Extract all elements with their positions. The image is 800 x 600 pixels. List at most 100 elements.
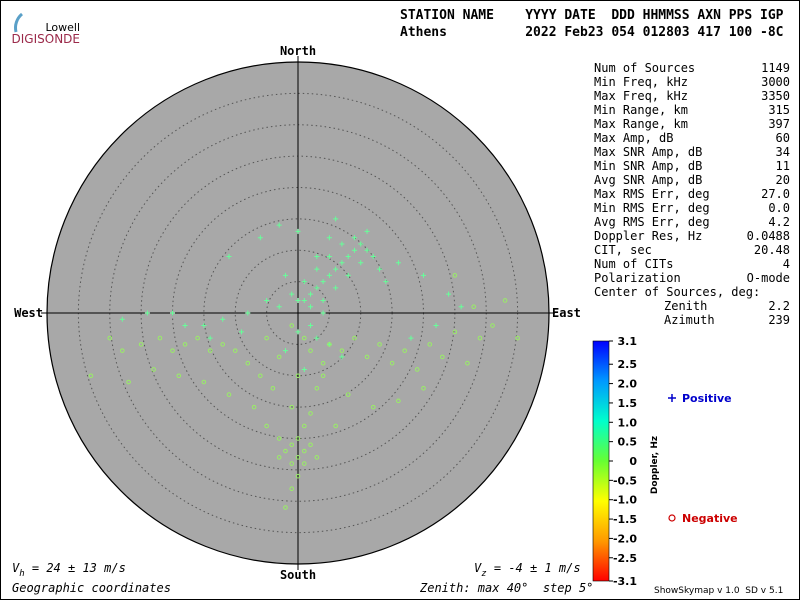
point-circle — [345, 392, 351, 397]
vz-sub: z — [481, 569, 486, 579]
point-circle — [88, 373, 94, 379]
point-circle — [327, 342, 332, 347]
point-circle — [364, 354, 370, 360]
vz-text: Vz = -4 ± 1 m/s — [474, 561, 581, 579]
stat-value: 315 — [768, 103, 790, 117]
point-plus — [320, 310, 326, 316]
header-labels: STATION NAME YYYY DATE DDD HHMMSS AXN PP… — [400, 8, 784, 23]
point-circle — [396, 398, 401, 404]
colorbar-tick-label: -3.1 — [613, 575, 637, 588]
point-plus — [276, 304, 282, 310]
stat-label: Avg SNR Amp, dB — [594, 173, 702, 187]
stat-label: Polarization — [594, 271, 681, 285]
vz-symbol: V — [474, 561, 482, 575]
point-plus — [245, 310, 251, 316]
point-plus — [333, 266, 339, 272]
point-circle — [220, 342, 225, 347]
point-plus — [144, 310, 150, 316]
stat-label: Avg RMS Err, deg — [594, 215, 710, 229]
point-circle — [182, 342, 188, 347]
point-circle — [276, 436, 282, 441]
point-plus — [282, 348, 288, 354]
point-circle — [377, 342, 382, 347]
point-plus — [351, 235, 357, 241]
point-plus — [301, 279, 307, 285]
vh-sub: h — [19, 569, 24, 579]
stat-label: Min Freq, kHz — [594, 75, 688, 89]
compass-east: East — [552, 306, 581, 320]
stat-value: 0.0488 — [747, 229, 790, 243]
logo-top: Lowell — [45, 21, 80, 34]
point-circle — [314, 455, 320, 460]
compass-south: South — [280, 568, 316, 582]
point-circle — [352, 335, 357, 341]
stat-label: Max SNR Amp, dB — [594, 145, 702, 159]
colorbar-tick-label: 0 — [629, 455, 637, 468]
vz-value: = -4 ± 1 m/s — [487, 561, 581, 575]
point-plus — [421, 272, 426, 278]
point-plus — [301, 366, 307, 372]
point-plus — [433, 323, 439, 329]
stat-value: 20 — [776, 173, 790, 187]
point-plus — [458, 304, 464, 310]
point-plus — [295, 329, 301, 335]
point-circle — [308, 411, 313, 416]
point-circle — [320, 373, 326, 379]
point-circle — [333, 423, 338, 429]
point-plus — [326, 235, 332, 241]
point-plus — [314, 254, 320, 260]
point-plus — [395, 260, 401, 266]
point-circle — [283, 448, 288, 454]
point-plus — [408, 335, 414, 341]
point-circle — [471, 304, 477, 310]
colorbar-tick-label: -1.0 — [613, 494, 637, 507]
point-circle — [289, 461, 295, 466]
point-circle — [371, 404, 376, 410]
point-circle — [126, 379, 131, 385]
compass-north: North — [280, 44, 316, 58]
point-plus — [364, 247, 370, 253]
point-circle — [251, 404, 257, 410]
point-plus — [119, 316, 125, 322]
point-circle — [176, 373, 182, 379]
vh-value: = 24 ± 13 m/s — [25, 561, 126, 575]
point-circle — [308, 442, 313, 448]
point-circle — [207, 348, 213, 353]
stat-label: Max Freq, kHz — [594, 89, 688, 103]
colorbar — [592, 340, 610, 582]
stat-value: 0.0 — [768, 201, 790, 215]
point-plus — [170, 310, 175, 316]
colorbar-tick-label: 2.5 — [618, 358, 638, 371]
stat-label: Num of Sources — [594, 61, 695, 75]
compass-west: West — [14, 306, 43, 320]
header-values: Athens 2022 Feb23 054 012803 417 100 -8C — [400, 25, 784, 40]
point-circle — [276, 455, 282, 460]
point-circle — [389, 360, 395, 366]
point-circle — [270, 386, 276, 391]
point-circle — [283, 505, 288, 510]
point-plus — [351, 247, 357, 253]
colorbar-tick-label: 2.0 — [618, 378, 638, 391]
point-plus — [326, 272, 332, 278]
point-circle — [477, 335, 483, 341]
colorbar-tick-label: -2.5 — [613, 552, 637, 565]
point-plus — [301, 297, 307, 303]
vh-symbol: V — [12, 561, 20, 575]
point-circle — [465, 360, 470, 366]
stat-value: 27.0 — [761, 187, 790, 201]
point-plus — [358, 260, 364, 266]
point-circle — [201, 379, 207, 385]
point-circle — [301, 423, 307, 429]
vh-text: Vh = 24 ± 13 m/s — [12, 561, 126, 579]
point-plus — [339, 354, 345, 360]
stat-label: Min SNR Amp, dB — [594, 159, 702, 173]
point-circle — [232, 348, 238, 353]
stat-label: Doppler Res, Hz — [594, 229, 702, 243]
point-circle — [301, 335, 307, 341]
point-circle — [308, 348, 313, 353]
point-circle — [264, 423, 269, 429]
stat-value: 34 — [776, 145, 790, 159]
point-circle — [295, 436, 301, 441]
